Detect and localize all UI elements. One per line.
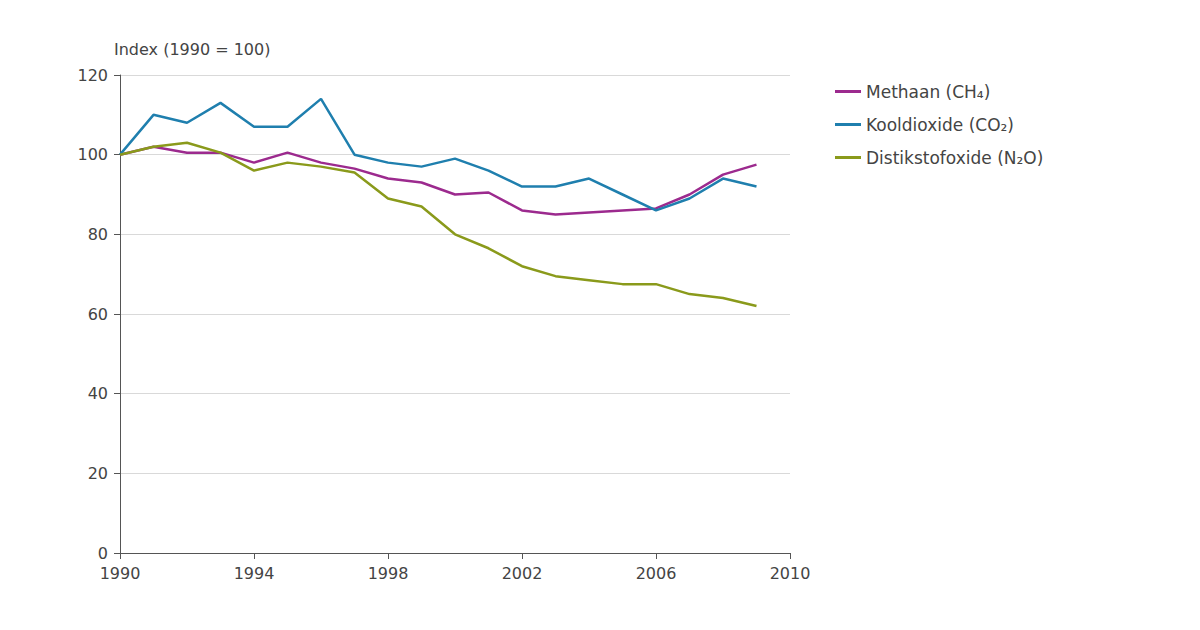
- svg-text:1998: 1998: [368, 564, 409, 583]
- svg-text:20: 20: [88, 464, 108, 483]
- svg-text:Methaan (CH₄): Methaan (CH₄): [866, 82, 990, 102]
- svg-text:Distikstofoxide (N₂O): Distikstofoxide (N₂O): [866, 148, 1043, 168]
- svg-text:120: 120: [77, 66, 108, 85]
- svg-text:2010: 2010: [770, 564, 811, 583]
- svg-text:60: 60: [88, 305, 108, 324]
- svg-text:40: 40: [88, 384, 108, 403]
- svg-text:Kooldioxide (CO₂): Kooldioxide (CO₂): [866, 115, 1014, 135]
- svg-text:0: 0: [98, 544, 108, 563]
- svg-text:100: 100: [77, 145, 108, 164]
- svg-text:80: 80: [88, 225, 108, 244]
- svg-text:1990: 1990: [100, 564, 141, 583]
- svg-text:2002: 2002: [502, 564, 543, 583]
- svg-text:Index (1990 = 100): Index (1990 = 100): [114, 40, 270, 59]
- svg-text:2006: 2006: [636, 564, 677, 583]
- svg-text:1994: 1994: [234, 564, 275, 583]
